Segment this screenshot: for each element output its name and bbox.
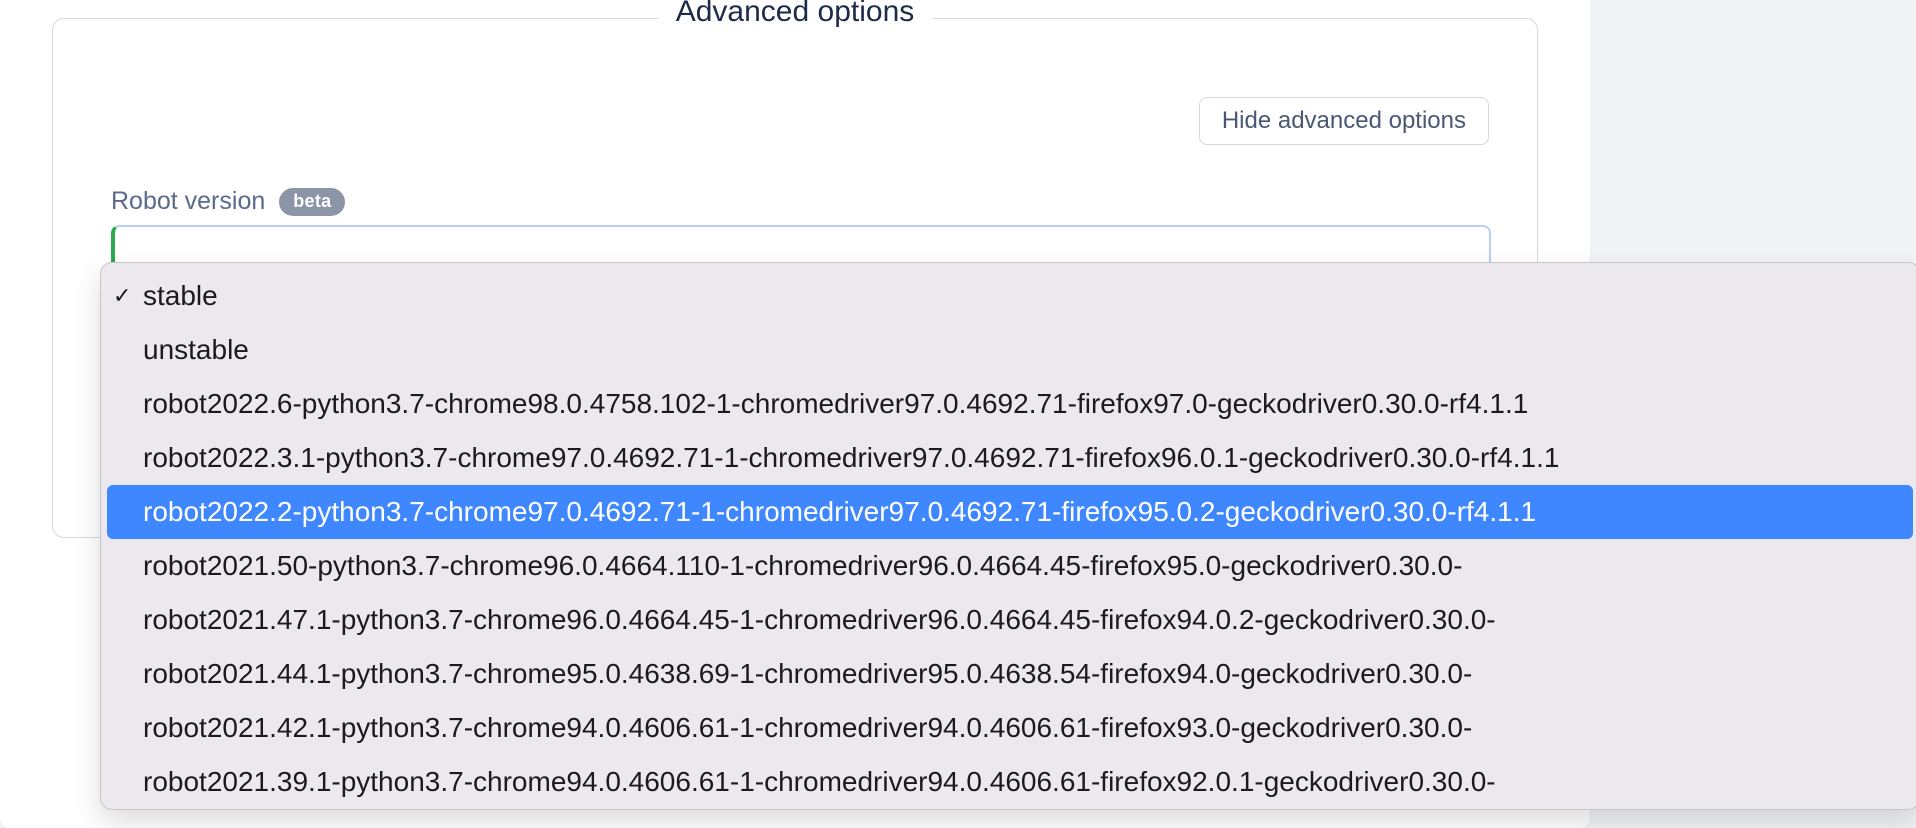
dropdown-option-label: unstable [143, 334, 249, 365]
dropdown-option[interactable]: robot2021.50-python3.7-chrome96.0.4664.1… [101, 539, 1916, 593]
dropdown-option[interactable]: ✓ stable [101, 269, 1916, 323]
dropdown-option-label: stable [143, 280, 218, 311]
hide-advanced-options-button[interactable]: Hide advanced options [1199, 97, 1489, 145]
dropdown-option-label: robot2021.42.1-python3.7-chrome94.0.4606… [143, 712, 1472, 743]
dropdown-option-label: robot2022.3.1-python3.7-chrome97.0.4692.… [143, 442, 1559, 473]
dropdown-option-label: robot2022.2-python3.7-chrome97.0.4692.71… [143, 496, 1536, 527]
dropdown-option[interactable]: robot2021.44.1-python3.7-chrome95.0.4638… [101, 647, 1916, 701]
dropdown-option-label: robot2021.50-python3.7-chrome96.0.4664.1… [143, 550, 1462, 581]
beta-badge: beta [279, 188, 345, 216]
canvas: Advanced options Hide advanced options R… [0, 0, 1916, 828]
dropdown-option[interactable]: robot2021.47.1-python3.7-chrome96.0.4664… [101, 593, 1916, 647]
dropdown-list: ✓ stable unstable robot2022.6-python3.7-chr… [101, 269, 1916, 809]
dropdown-option[interactable]: robot2022.6-python3.7-chrome98.0.4758.10… [101, 377, 1916, 431]
dropdown-option[interactable]: robot2022.3.1-python3.7-chrome97.0.4692.… [101, 431, 1916, 485]
dropdown-option[interactable]: robot2022.2-python3.7-chrome97.0.4692.71… [107, 485, 1913, 539]
robot-version-dropdown[interactable]: ✓ stable unstable robot2022.6-python3.7-chr… [100, 262, 1916, 810]
dropdown-option[interactable]: robot2021.42.1-python3.7-chrome94.0.4606… [101, 701, 1916, 755]
check-icon: ✓ [113, 285, 131, 307]
dropdown-option[interactable]: robot2021.39.1-python3.7-chrome94.0.4606… [101, 755, 1916, 809]
dropdown-option[interactable]: unstable [101, 323, 1916, 377]
fieldset-legend: Advanced options [658, 0, 933, 29]
dropdown-option-label: robot2021.44.1-python3.7-chrome95.0.4638… [143, 658, 1472, 689]
dropdown-option-label: robot2021.39.1-python3.7-chrome94.0.4606… [143, 766, 1496, 797]
dropdown-option-label: robot2021.47.1-python3.7-chrome96.0.4664… [143, 604, 1496, 635]
dropdown-option-label: robot2022.6-python3.7-chrome98.0.4758.10… [143, 388, 1528, 419]
robot-version-label-row: Robot version beta [111, 187, 345, 216]
robot-version-label: Robot version [111, 187, 265, 216]
